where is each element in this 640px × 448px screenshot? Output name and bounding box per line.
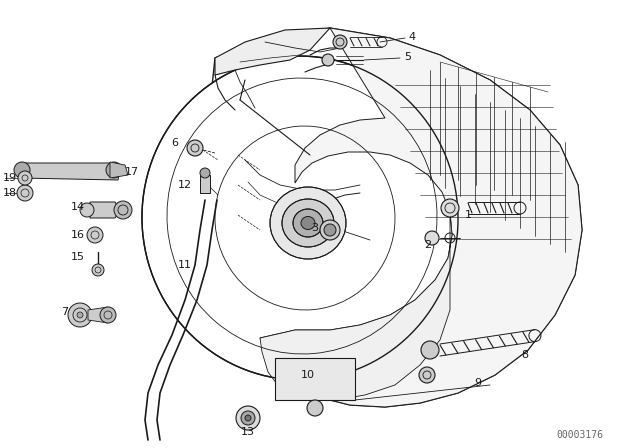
Polygon shape — [200, 175, 210, 193]
Circle shape — [241, 411, 255, 425]
Circle shape — [77, 312, 83, 318]
Circle shape — [441, 199, 459, 217]
Ellipse shape — [270, 187, 346, 259]
Circle shape — [320, 220, 340, 240]
Circle shape — [106, 162, 122, 178]
Circle shape — [14, 162, 30, 178]
Ellipse shape — [301, 216, 315, 229]
Text: 16: 16 — [71, 230, 85, 240]
Text: 7: 7 — [61, 307, 68, 317]
Text: 6: 6 — [172, 138, 179, 148]
Circle shape — [425, 231, 439, 245]
Circle shape — [92, 264, 104, 276]
Circle shape — [68, 303, 92, 327]
Text: 17: 17 — [125, 167, 139, 177]
Ellipse shape — [293, 209, 323, 237]
Ellipse shape — [282, 199, 334, 247]
Text: 11: 11 — [178, 260, 192, 270]
Circle shape — [17, 185, 33, 201]
Circle shape — [236, 406, 260, 430]
Text: 00003176: 00003176 — [557, 430, 604, 440]
Text: 12: 12 — [178, 180, 192, 190]
Circle shape — [333, 35, 347, 49]
Polygon shape — [145, 28, 582, 407]
Polygon shape — [20, 163, 120, 180]
Circle shape — [114, 201, 132, 219]
Circle shape — [245, 415, 251, 421]
Text: 13: 13 — [241, 427, 255, 437]
Text: 18: 18 — [3, 188, 17, 198]
Text: 15: 15 — [71, 252, 85, 262]
Circle shape — [187, 140, 203, 156]
Text: 8: 8 — [522, 350, 529, 360]
Circle shape — [200, 168, 210, 178]
Text: 19: 19 — [3, 173, 17, 183]
Text: 1: 1 — [465, 210, 472, 220]
Polygon shape — [215, 28, 330, 75]
Polygon shape — [110, 162, 128, 178]
Polygon shape — [275, 358, 355, 400]
Circle shape — [18, 171, 32, 185]
Polygon shape — [260, 28, 582, 407]
Text: 3: 3 — [312, 223, 319, 233]
Polygon shape — [88, 307, 108, 323]
Circle shape — [324, 224, 336, 236]
Circle shape — [322, 54, 334, 66]
Polygon shape — [260, 212, 452, 400]
Circle shape — [307, 400, 323, 416]
Text: 14: 14 — [71, 202, 85, 212]
Polygon shape — [90, 202, 120, 218]
Text: 5: 5 — [404, 52, 412, 62]
Circle shape — [100, 307, 116, 323]
Text: 4: 4 — [408, 32, 415, 42]
Text: 2: 2 — [424, 240, 431, 250]
Circle shape — [87, 227, 103, 243]
Ellipse shape — [142, 56, 458, 380]
Circle shape — [419, 367, 435, 383]
Circle shape — [80, 203, 94, 217]
Circle shape — [421, 341, 439, 359]
Text: 10: 10 — [301, 370, 315, 380]
Text: 9: 9 — [474, 378, 481, 388]
